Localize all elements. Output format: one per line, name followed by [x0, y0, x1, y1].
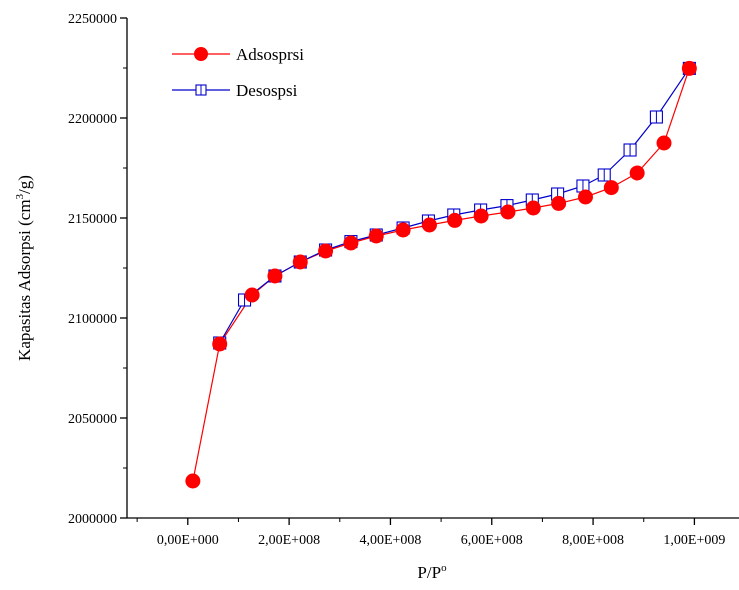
adsorpsi-point	[421, 217, 437, 233]
adsorpsi-point	[500, 204, 516, 220]
x-ticks: 0,00E+000 2,00E+008 4,00E+008 6,00E+008 8,00…	[136, 518, 725, 548]
x-tick-label: 2,00E+008	[258, 533, 320, 548]
x-axis-title-base: P/P	[417, 563, 441, 582]
y-axis-title: Kapasitas Adsorpsi (cm3/g)	[14, 175, 34, 361]
desorpsi-point	[597, 168, 611, 182]
series-line-1	[219, 68, 690, 344]
legend-label-adsorpsi: Adsosprsi	[236, 45, 304, 64]
x-tick-label: 8,00E+008	[562, 533, 624, 548]
adsorpsi-point	[603, 180, 619, 196]
desorpsi-point	[649, 110, 663, 124]
y-ticks: 2000000 2050000 2100000 2150000 2200000 22500…	[68, 12, 127, 527]
legend-label-desorpsi: Desospsi	[236, 81, 298, 100]
adsorpsi-point	[343, 235, 359, 251]
y-tick-label: 2100000	[68, 312, 117, 327]
adsorpsi-point	[525, 200, 541, 216]
y-axis-title-pre: Kapasitas Adsorpsi (cm	[15, 199, 34, 360]
adsorpsi-point	[212, 336, 228, 352]
y-tick-label: 2150000	[68, 212, 117, 227]
x-tick-label: 4,00E+008	[359, 533, 421, 548]
adsorpsi-point	[395, 222, 411, 238]
x-tick-label: 0,00E+000	[157, 533, 219, 548]
legend-entry-adsorpsi: Adsosprsi	[172, 45, 304, 64]
adsorpsi-point	[681, 60, 697, 76]
y-axis-title-sup: 3	[14, 193, 26, 199]
adsorpsi-point	[244, 287, 260, 303]
legend-marker-adsorpsi	[194, 47, 208, 61]
x-axis-title: P/Po	[417, 562, 447, 582]
adsorpsi-point	[577, 189, 593, 205]
series-layer	[185, 60, 697, 489]
axes-group	[126, 18, 739, 519]
adsorpsi-point	[318, 243, 334, 259]
x-tick-label: 1,00E+009	[663, 533, 725, 548]
adsorpsi-point	[656, 135, 672, 151]
adsorpsi-point	[292, 254, 308, 270]
series-line-0	[192, 68, 690, 482]
adsorpsi-point	[185, 473, 201, 489]
adsorpsi-point	[551, 195, 567, 211]
y-tick-label: 2000000	[68, 512, 117, 527]
adsorpsi-point	[447, 212, 463, 228]
y-tick-label: 2050000	[68, 412, 117, 427]
desorpsi-point	[623, 143, 637, 157]
legend: Adsosprsi Desospsi	[172, 45, 304, 100]
adsorpsi-point	[368, 228, 384, 244]
adsorpsi-point	[629, 165, 645, 181]
legend-entry-desorpsi: Desospsi	[172, 81, 298, 100]
y-axis-title-post: /g)	[15, 175, 34, 194]
y-tick-label: 2200000	[68, 112, 117, 127]
y-tick-label: 2250000	[68, 12, 117, 27]
x-axis-title-sup: o	[441, 562, 447, 574]
adsorpsi-point	[267, 268, 283, 284]
adsorpsi-point	[473, 208, 489, 224]
x-tick-label: 6,00E+008	[461, 533, 523, 548]
